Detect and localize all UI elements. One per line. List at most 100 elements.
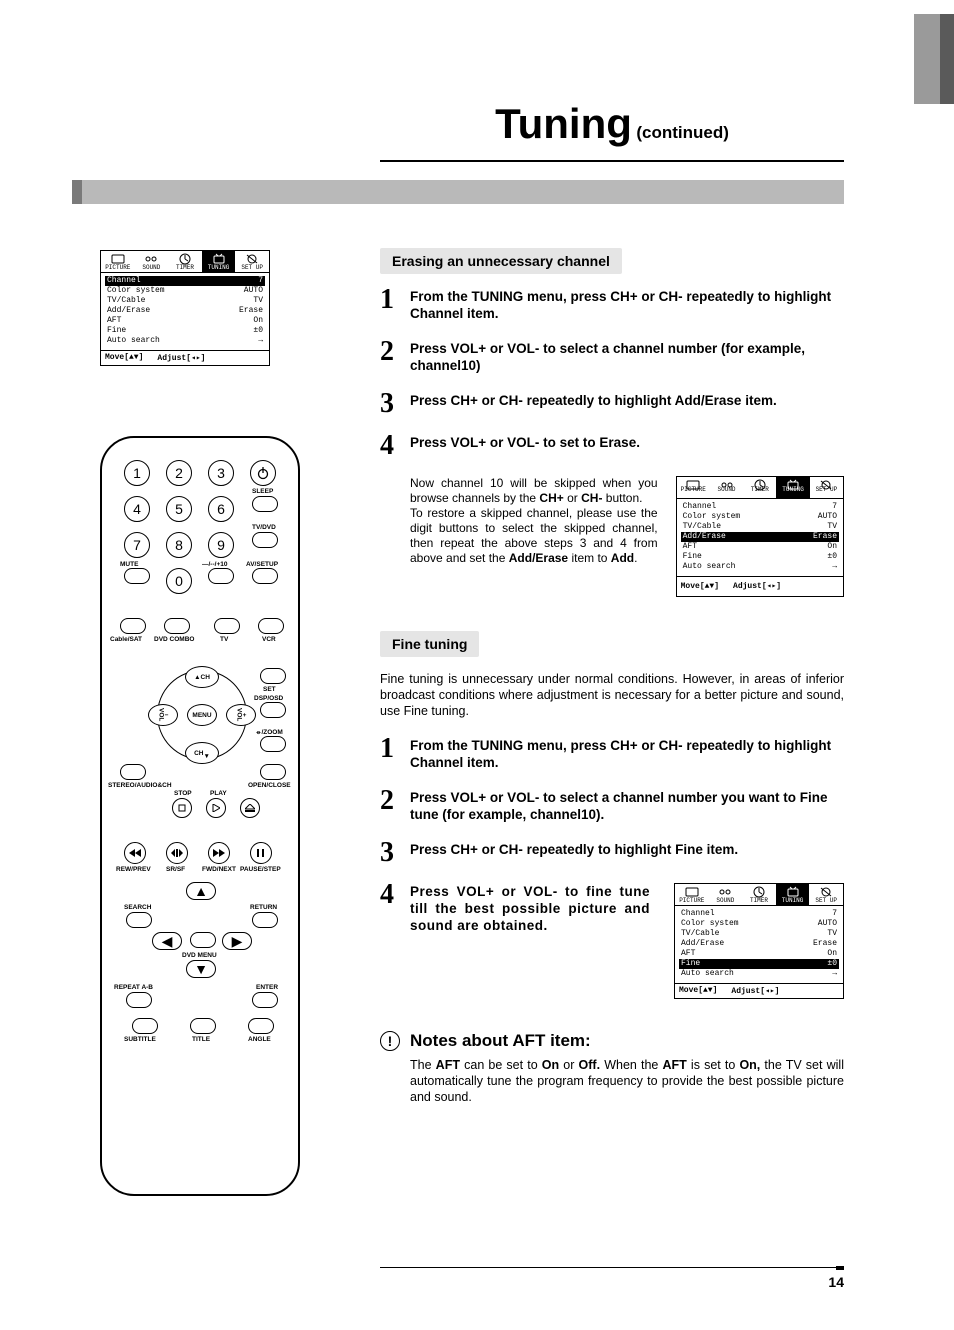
- osd-tab: SOUND: [710, 477, 743, 498]
- step-number: 2: [380, 340, 402, 364]
- remote-btn-openclose[interactable]: [260, 764, 286, 780]
- remote-btn-angle[interactable]: [248, 1018, 274, 1034]
- step-text: Press VOL+ or VOL- to select a channel n…: [410, 789, 844, 823]
- remote-btn-3[interactable]: 3: [208, 460, 234, 486]
- play-icon: [212, 804, 220, 812]
- osd-tab: TIMER: [743, 477, 776, 498]
- remote-btn-6[interactable]: 6: [208, 496, 234, 522]
- remote-btn-subtitle[interactable]: [132, 1018, 158, 1034]
- remote-btn-vcr[interactable]: [258, 618, 284, 634]
- step-number: 4: [380, 883, 402, 907]
- label-sleep: SLEEP: [252, 488, 273, 495]
- remote-btn-srsf[interactable]: [166, 842, 188, 864]
- osd-row: Auto search→: [679, 969, 839, 979]
- osd-row: Fine±0: [105, 326, 265, 336]
- label-tv: TV: [220, 636, 228, 643]
- remote-btn-menu[interactable]: MENU: [187, 704, 217, 726]
- alert-icon: !: [380, 1031, 400, 1051]
- osd-row: TV/CableTV: [681, 522, 839, 532]
- remote-btn-9[interactable]: 9: [208, 532, 234, 558]
- label-fwdnext: FWD/NEXT: [202, 866, 236, 873]
- remote-btn-zoom[interactable]: [260, 736, 286, 752]
- label-dsposd: DSP/OSD: [254, 695, 283, 702]
- label-cablesat: Cable/SAT: [110, 636, 142, 643]
- remote-btn-ch-up[interactable]: ▲CH: [185, 666, 219, 688]
- remote-btn-return[interactable]: [252, 912, 278, 928]
- remote-btn-ch-down[interactable]: CH▼: [185, 742, 219, 764]
- label-vcr: VCR: [262, 636, 276, 643]
- label-tvdvd: TV/DVD: [252, 524, 276, 531]
- remote-btn-rewprev[interactable]: [124, 842, 146, 864]
- pause-icon: [257, 849, 265, 857]
- side-tab: [914, 14, 954, 104]
- remote-btn-sleep[interactable]: [252, 496, 278, 512]
- osd-row: Fine±0: [679, 959, 839, 969]
- osd-footer: Move[▲▼]Adjust[◂▸]: [101, 350, 269, 365]
- eject-icon: [245, 804, 255, 812]
- remote-btn-set[interactable]: [260, 668, 286, 684]
- remote-btn-mute[interactable]: [124, 568, 150, 584]
- remote-btn-title[interactable]: [190, 1018, 216, 1034]
- label-stop: STOP: [174, 790, 192, 797]
- label-avsetup: AV/SETUP: [246, 561, 278, 568]
- remote-btn-8[interactable]: 8: [166, 532, 192, 558]
- osd-tab: PICTURE: [675, 884, 709, 905]
- label-set: SET: [263, 686, 276, 693]
- osd-tab: SOUND: [709, 884, 743, 905]
- remote-btn-dvdcombo[interactable]: [164, 618, 190, 634]
- remote-btn-avsetup[interactable]: [252, 568, 278, 584]
- remote-btn-dsposd[interactable]: [260, 702, 286, 718]
- label-play: PLAY: [210, 790, 227, 797]
- remote-btn-tvdvd[interactable]: [252, 532, 278, 548]
- remote-btn-vol-up[interactable]: VOL+: [226, 704, 256, 726]
- label-mute: MUTE: [120, 561, 138, 568]
- remote-btn-play[interactable]: [206, 798, 226, 818]
- page-title: Tuning (continued): [380, 100, 844, 148]
- remote-btn-left[interactable]: ◀: [152, 932, 182, 950]
- remote-btn-enter[interactable]: [252, 992, 278, 1008]
- remote-btn-down[interactable]: ▼: [186, 960, 216, 978]
- remote-btn-vol-down[interactable]: VOL−: [148, 704, 178, 726]
- osd-tab: TUNING: [776, 884, 810, 905]
- label-title: TITLE: [192, 1036, 210, 1043]
- label-dvdcombo: DVD COMBO: [154, 636, 194, 643]
- step-text: Press VOL+ or VOL- to fine tune till the…: [410, 883, 650, 934]
- remote-btn-stereo[interactable]: [120, 764, 146, 780]
- osd-row: AFTOn: [681, 542, 839, 552]
- remote-btn-cablesat[interactable]: [120, 618, 146, 634]
- remote-btn-0[interactable]: 0: [166, 568, 192, 594]
- remote-btn-dvdmenu-center[interactable]: [190, 932, 216, 948]
- osd-row: TV/CableTV: [105, 296, 265, 306]
- step-text: Press VOL+ or VOL- to set to Erase.: [410, 434, 640, 451]
- remote-btn-plus10[interactable]: [208, 568, 234, 584]
- remote-btn-5[interactable]: 5: [166, 496, 192, 522]
- remote-btn-eject[interactable]: [240, 798, 260, 818]
- remote-btn-tv[interactable]: [214, 618, 240, 634]
- remote-btn-1[interactable]: 1: [124, 460, 150, 486]
- remote-btn-repeatab[interactable]: [126, 992, 152, 1008]
- osd-tab: PICTURE: [101, 251, 135, 272]
- remote-btn-stop[interactable]: [172, 798, 192, 818]
- remote-btn-fwdnext[interactable]: [208, 842, 230, 864]
- osd-tab: SET UP: [810, 477, 843, 498]
- remote-btn-4[interactable]: 4: [124, 496, 150, 522]
- remote-btn-2[interactable]: 2: [166, 460, 192, 486]
- remote-btn-7[interactable]: 7: [124, 532, 150, 558]
- step-text: Press CH+ or CH- repeatedly to highlight…: [410, 392, 777, 409]
- remote-btn-power[interactable]: [250, 460, 276, 486]
- erasing-note-text: Now channel 10 will be skipped when you …: [410, 476, 658, 603]
- fine-intro: Fine tuning is unnecessary under normal …: [380, 671, 844, 719]
- title-rule: [380, 160, 844, 162]
- label-stereo: STEREO/AUDIO&CH: [108, 782, 172, 789]
- osd-tab: SET UP: [235, 251, 269, 272]
- osd-row: Add/EraseErase: [681, 532, 839, 542]
- remote-btn-up[interactable]: ▲: [186, 882, 216, 900]
- label-srsf: SR/SF: [166, 866, 185, 873]
- label-zoom: ⦵/ZOOM: [256, 729, 283, 737]
- osd-row: Add/EraseErase: [679, 939, 839, 949]
- remote-btn-right[interactable]: ▶: [222, 932, 252, 950]
- osd-row: Channel7: [681, 502, 839, 512]
- remote-btn-pausestep[interactable]: [250, 842, 272, 864]
- remote-btn-search[interactable]: [126, 912, 152, 928]
- fine-steps: 1From the TUNING menu, press CH+ or CH- …: [380, 737, 844, 1005]
